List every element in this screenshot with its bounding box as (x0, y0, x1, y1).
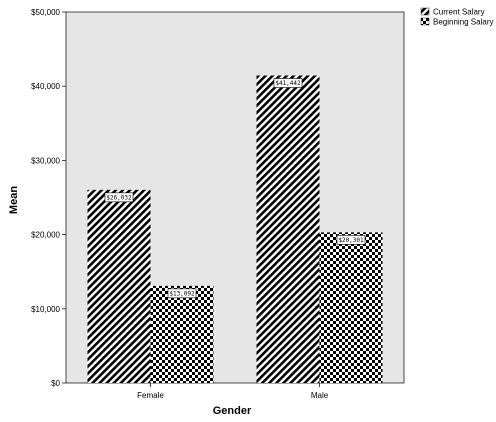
bar-current-salary-male (256, 75, 320, 383)
data-label: $26,032 (106, 194, 132, 201)
data-label: $13,092 (169, 290, 195, 297)
y-tick-label: $30,000 (31, 156, 60, 165)
data-label-box (104, 192, 134, 203)
x-axis: Female Male (137, 383, 329, 400)
x-axis-title: Gender (213, 405, 252, 417)
y-tick-label: $20,000 (31, 231, 60, 240)
data-label: $41,442 (275, 80, 301, 87)
data-label-box (273, 78, 303, 88)
legend-swatch (420, 17, 430, 26)
bar-beginning-salary-male (319, 232, 383, 383)
bar-beginning-salary-female (150, 285, 214, 383)
data-label-box (336, 235, 366, 245)
y-tick-label: $0 (51, 379, 60, 388)
y-tick-label: $40,000 (31, 82, 60, 91)
y-axis: $0 $10,000 $20,000 $30,000 $40,000 $50,000 (31, 8, 66, 388)
x-tick-label: Female (137, 391, 164, 400)
y-axis-title: Mean (8, 186, 20, 214)
data-label: $20,301 (338, 237, 364, 244)
bars-group: $26,032 $13,092 $41,442 $20,301 (87, 75, 383, 383)
legend-label: Beginning Salary (433, 18, 493, 27)
x-tick-label: Male (311, 391, 329, 400)
y-tick-label: $50,000 (31, 8, 60, 17)
y-tick-label: $10,000 (31, 305, 60, 314)
bar-current-salary-female (87, 189, 151, 383)
data-label-box (167, 288, 197, 299)
legend-swatch (420, 7, 430, 16)
legend-label: Current Salary (433, 8, 485, 17)
